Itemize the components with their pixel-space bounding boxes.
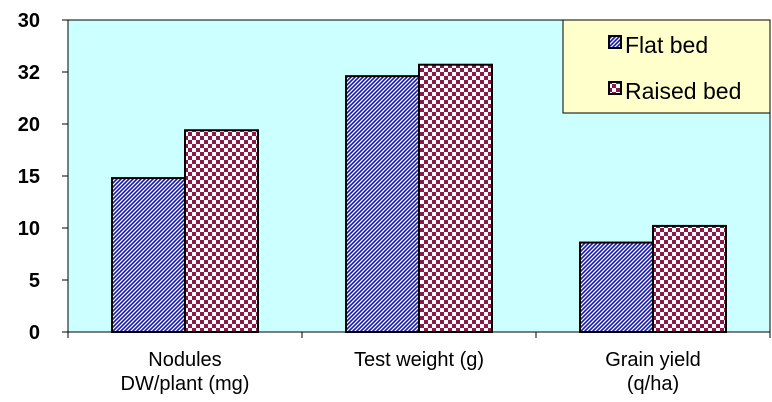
bar-flat-bed bbox=[111, 177, 186, 333]
legend-label: Raised bed bbox=[625, 78, 741, 104]
legend: Flat bed Raised bed bbox=[562, 19, 771, 114]
bar-raised-bed bbox=[184, 129, 259, 333]
y-tick-label: 15 bbox=[18, 166, 40, 188]
legend-swatch bbox=[608, 35, 622, 49]
x-category-label: DW/plant (mg) bbox=[121, 373, 250, 395]
y-axis: 0 5 10 15 20 32 30 bbox=[18, 10, 69, 344]
y-tick-label: 0 bbox=[29, 322, 40, 344]
x-category-label: Grain yield bbox=[605, 349, 701, 371]
x-category-label: Test weight (g) bbox=[354, 349, 484, 371]
x-category-label: (q/ha) bbox=[627, 373, 679, 395]
x-category-label: Nodules bbox=[148, 349, 221, 371]
y-tick-label: 30 bbox=[18, 10, 40, 32]
bar-raised-bed bbox=[418, 63, 493, 333]
legend-label: Flat bed bbox=[625, 32, 708, 58]
bar-raised-bed bbox=[652, 224, 727, 333]
y-tick-label: 20 bbox=[18, 114, 40, 136]
legend-box bbox=[562, 19, 771, 114]
legend-swatch bbox=[608, 81, 622, 95]
y-tick-label: 32 bbox=[18, 62, 40, 84]
y-tick-label: 5 bbox=[29, 270, 40, 292]
bars-group bbox=[111, 63, 727, 333]
bar-flat-bed bbox=[579, 241, 654, 333]
bar-flat-bed bbox=[345, 75, 420, 333]
y-tick-label: 10 bbox=[18, 218, 40, 240]
